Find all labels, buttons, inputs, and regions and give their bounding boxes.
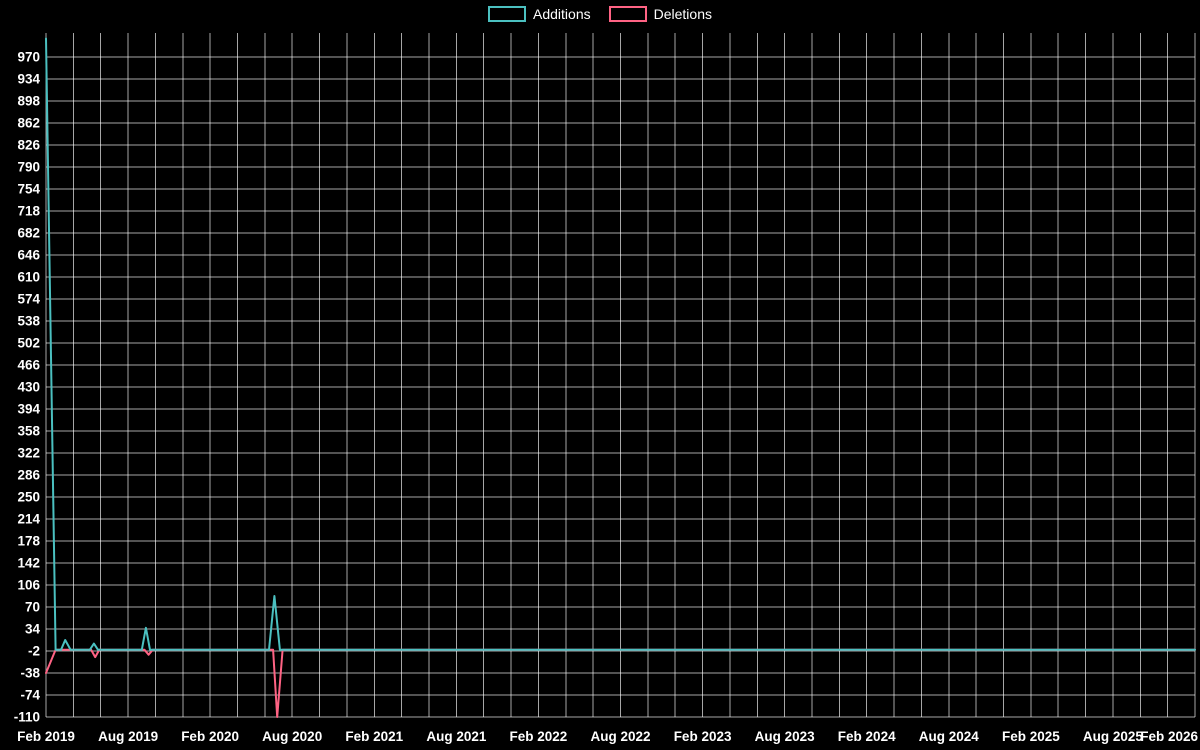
chart-legend: Additions Deletions — [0, 6, 1200, 22]
y-tick-label: 430 — [17, 379, 40, 394]
y-tick-label: 250 — [17, 489, 40, 504]
y-tick-label: -110 — [14, 710, 40, 725]
x-tick-label: Feb 2026 — [1140, 729, 1198, 744]
y-tick-label: 70 — [25, 600, 40, 615]
y-tick-label: 466 — [17, 357, 40, 372]
x-tick-label: Aug 2023 — [755, 729, 816, 744]
x-tick-label: Feb 2019 — [17, 729, 75, 744]
y-tick-label: -38 — [20, 666, 40, 681]
x-tick-label: Feb 2020 — [181, 729, 239, 744]
y-tick-label: 574 — [17, 291, 40, 306]
y-tick-label: 898 — [17, 93, 40, 108]
y-tick-label: 610 — [17, 269, 40, 284]
x-tick-label: Feb 2021 — [345, 729, 403, 744]
y-tick-label: 502 — [17, 335, 40, 350]
legend-label-deletions: Deletions — [653, 6, 712, 22]
x-tick-label: Aug 2019 — [98, 729, 158, 744]
x-tick-label: Aug 2020 — [262, 729, 322, 744]
x-tick-label: Feb 2025 — [1002, 729, 1060, 744]
legend-item-deletions[interactable]: Deletions — [608, 6, 712, 22]
additions-swatch — [488, 6, 527, 22]
x-tick-label: Aug 2021 — [426, 729, 487, 744]
y-tick-label: 214 — [17, 512, 40, 527]
y-tick-label: 682 — [17, 225, 40, 240]
y-tick-label: 34 — [25, 622, 41, 637]
y-tick-label: -2 — [28, 644, 40, 659]
x-tick-label: Aug 2025 — [1083, 729, 1144, 744]
y-tick-label: 826 — [17, 137, 40, 152]
y-tick-label: 718 — [17, 203, 40, 218]
x-tick-label: Aug 2024 — [919, 729, 980, 744]
y-tick-label: 394 — [17, 401, 40, 416]
y-tick-label: 358 — [17, 423, 40, 438]
y-tick-label: 178 — [17, 534, 40, 549]
x-tick-label: Aug 2022 — [590, 729, 650, 744]
y-tick-label: 538 — [17, 313, 40, 328]
x-tick-label: Feb 2023 — [674, 729, 732, 744]
y-tick-label: 322 — [17, 445, 40, 460]
y-tick-label: -74 — [20, 688, 40, 703]
x-tick-label: Feb 2022 — [510, 729, 568, 744]
y-tick-label: 862 — [17, 115, 40, 130]
series-line-additions — [45, 37, 1196, 651]
y-tick-label: 934 — [17, 71, 40, 86]
y-tick-label: 790 — [17, 159, 40, 174]
y-tick-label: 142 — [17, 556, 40, 571]
y-tick-label: 646 — [17, 247, 40, 262]
deletions-swatch — [608, 6, 647, 22]
legend-label-additions: Additions — [533, 6, 591, 22]
legend-item-additions[interactable]: Additions — [488, 6, 591, 22]
x-tick-label: Feb 2024 — [838, 729, 896, 744]
y-tick-label: 106 — [17, 578, 40, 593]
y-tick-label: 970 — [17, 49, 40, 64]
y-tick-label: 286 — [17, 467, 40, 482]
y-tick-label: 754 — [17, 181, 40, 196]
